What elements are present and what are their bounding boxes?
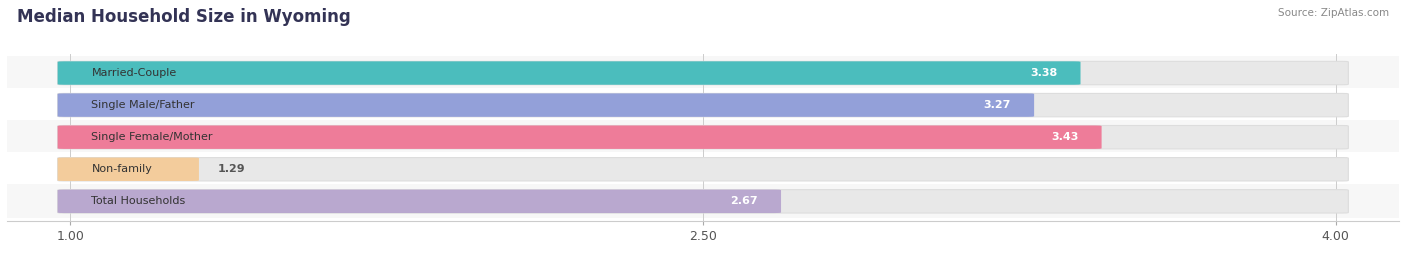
FancyBboxPatch shape — [7, 88, 1399, 122]
Text: Non-family: Non-family — [91, 164, 152, 174]
FancyBboxPatch shape — [58, 93, 1348, 117]
Text: Single Female/Mother: Single Female/Mother — [91, 132, 212, 142]
FancyBboxPatch shape — [7, 120, 1399, 154]
FancyBboxPatch shape — [58, 61, 1080, 85]
Text: Median Household Size in Wyoming: Median Household Size in Wyoming — [17, 8, 350, 26]
FancyBboxPatch shape — [58, 93, 1033, 117]
FancyBboxPatch shape — [7, 184, 1399, 218]
Text: 3.38: 3.38 — [1031, 68, 1057, 78]
FancyBboxPatch shape — [7, 152, 1399, 186]
Text: 3.43: 3.43 — [1052, 132, 1078, 142]
FancyBboxPatch shape — [58, 190, 1348, 213]
FancyBboxPatch shape — [58, 125, 1102, 149]
Text: 3.27: 3.27 — [984, 100, 1011, 110]
Text: 1.29: 1.29 — [218, 164, 246, 174]
Text: Single Male/Father: Single Male/Father — [91, 100, 195, 110]
Text: 2.67: 2.67 — [730, 196, 758, 206]
FancyBboxPatch shape — [58, 158, 1348, 181]
FancyBboxPatch shape — [58, 125, 1348, 149]
FancyBboxPatch shape — [58, 61, 1348, 85]
FancyBboxPatch shape — [58, 158, 200, 181]
FancyBboxPatch shape — [58, 190, 780, 213]
Text: Total Households: Total Households — [91, 196, 186, 206]
Text: Married-Couple: Married-Couple — [91, 68, 177, 78]
FancyBboxPatch shape — [7, 56, 1399, 90]
Text: Source: ZipAtlas.com: Source: ZipAtlas.com — [1278, 8, 1389, 18]
